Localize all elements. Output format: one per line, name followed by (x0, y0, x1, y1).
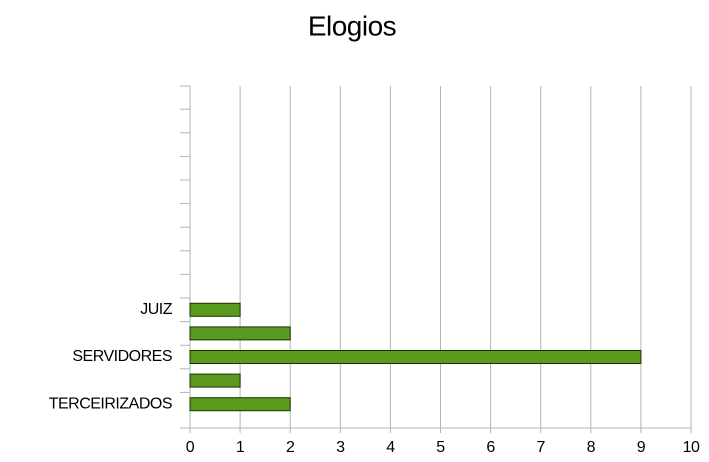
bar (189, 326, 291, 341)
y-tick-label: SERVIDORES (72, 348, 172, 365)
y-tick-label: TERCEIRIZADOS (49, 395, 172, 412)
x-tick-label: 7 (536, 439, 545, 456)
bar (189, 350, 642, 364)
x-tick-label: 0 (186, 439, 195, 456)
x-tick-label: 5 (436, 439, 445, 456)
x-tick-label: 1 (236, 439, 245, 456)
x-tick-label: 3 (336, 439, 345, 456)
bar (189, 397, 291, 412)
x-tick-label: 10 (683, 439, 700, 456)
bar (189, 302, 241, 317)
x-tick-label: 4 (386, 439, 395, 456)
chart-title: Elogios (308, 10, 396, 41)
y-tick-label: JUIZ (140, 301, 173, 318)
x-tick-label: 6 (486, 439, 495, 456)
x-tick-label: 8 (587, 439, 596, 456)
x-tick-label: 9 (637, 439, 646, 456)
x-tick-label: 2 (286, 439, 295, 456)
bar (189, 373, 241, 388)
